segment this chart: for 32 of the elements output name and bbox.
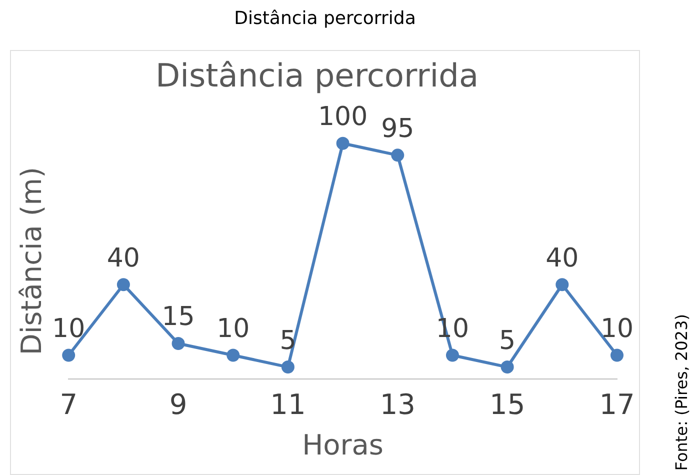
chart-title: Distância percorrida (233, 8, 417, 29)
x-axis-title: Horas (302, 428, 384, 462)
data-label: 40 (106, 243, 140, 274)
point (500, 360, 514, 374)
data-label: 15 (162, 302, 195, 332)
point (610, 348, 624, 362)
point (391, 148, 404, 162)
x-tick-label: 9 (169, 388, 188, 421)
data-label: 95 (381, 114, 414, 144)
x-tick-label: 11 (270, 388, 306, 421)
chart-subtitle: Distância percorrida (155, 56, 479, 95)
data-label: 10 (216, 314, 250, 344)
point (281, 360, 294, 374)
data-label: 5 (280, 326, 296, 356)
data-label: 40 (546, 243, 579, 274)
x-tick-label: 13 (380, 388, 416, 421)
point (62, 348, 76, 362)
y-axis-title: Distância (m) (15, 167, 48, 356)
point (556, 278, 569, 292)
data-label: 5 (499, 326, 516, 356)
source-note: Fonte: (Pires, 2023) (672, 314, 691, 471)
data-label: 100 (318, 102, 368, 132)
point (116, 278, 130, 292)
point (336, 136, 350, 150)
data-label: 10 (52, 314, 86, 344)
x-tick-label: 15 (490, 388, 526, 421)
point (172, 336, 185, 350)
x-tick-label: 17 (599, 388, 635, 421)
x-tick-label: 7 (60, 388, 78, 421)
point (226, 348, 240, 362)
point (446, 348, 459, 362)
data-label: 10 (600, 314, 634, 344)
